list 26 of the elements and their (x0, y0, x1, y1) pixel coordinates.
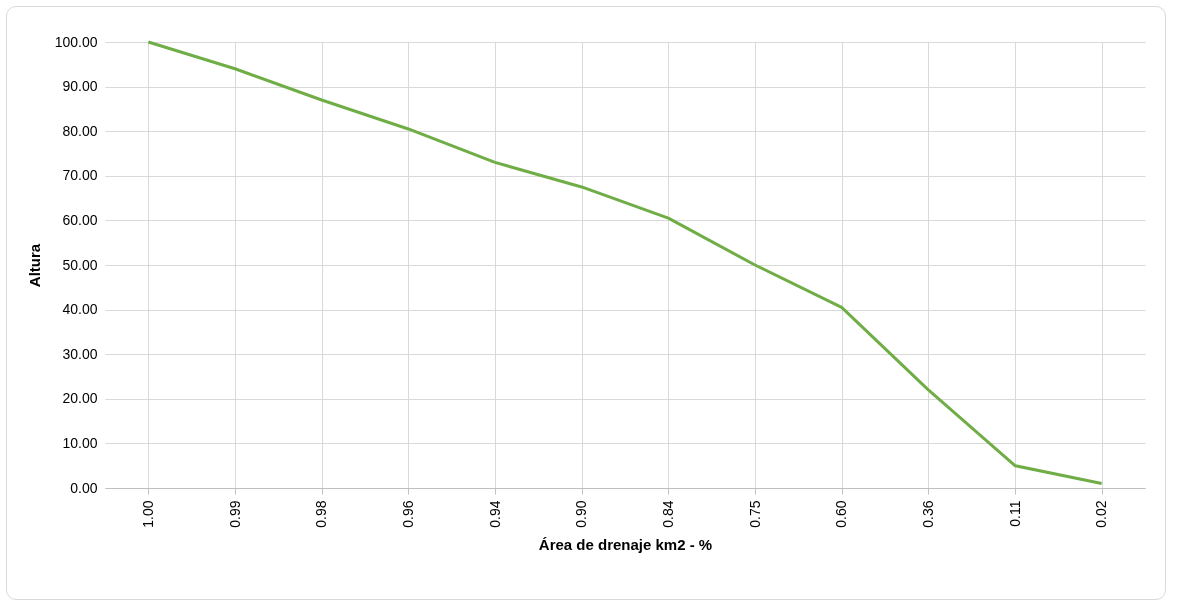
y-tick-label: 10.00 (62, 434, 98, 451)
y-tick-label: 60.00 (62, 211, 98, 228)
x-tick-label: 0.94 (486, 500, 503, 528)
x-tick-label: 0.75 (746, 500, 763, 528)
y-tick-label: 80.00 (62, 122, 98, 139)
x-tick-label: 0.84 (659, 500, 676, 528)
y-tick-label: 50.00 (62, 256, 98, 273)
y-tick-label: 0.00 (70, 479, 98, 496)
y-tick-label: 30.00 (62, 345, 98, 362)
line-series (146, 40, 1104, 486)
x-tick-label: 1.00 (139, 500, 156, 528)
x-tick-label: 0.90 (573, 500, 590, 528)
x-tick-label: 0.60 (833, 500, 850, 528)
y-tick-label: 90.00 (62, 78, 98, 95)
y-tick-label: 20.00 (62, 390, 98, 407)
x-tick-label: 0.99 (226, 500, 243, 528)
x-tick-label: 0.96 (399, 500, 416, 528)
y-tick-label: 100.00 (54, 33, 98, 50)
y-axis-title: Altura (25, 243, 43, 288)
x-tick-label: 0.36 (919, 500, 936, 528)
x-tick-label: 0.11 (1006, 500, 1023, 527)
x-tick-label: 0.02 (1093, 500, 1110, 528)
x-axis-title: Área de drenaje km2 - % (538, 535, 713, 553)
x-tick-label: 0.98 (313, 500, 330, 528)
y-tick-label: 40.00 (62, 301, 98, 318)
y-tick-label: 70.00 (62, 167, 98, 184)
